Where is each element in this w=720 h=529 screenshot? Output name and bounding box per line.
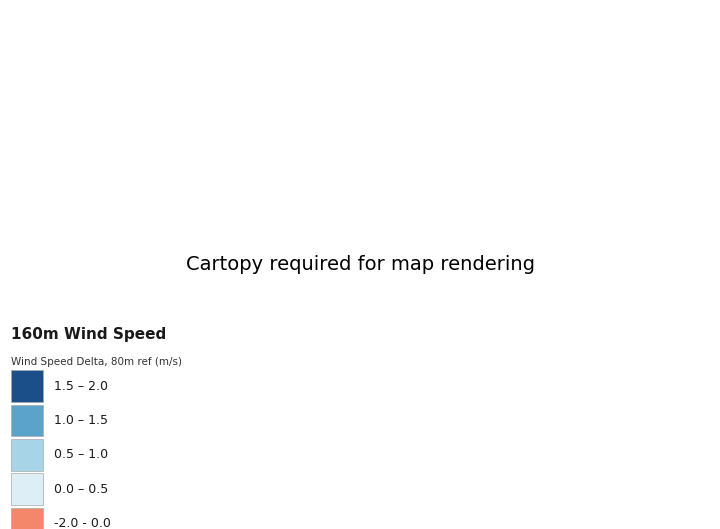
Text: Wind Speed Delta, 80m ref (m/s): Wind Speed Delta, 80m ref (m/s) (11, 357, 181, 367)
Text: 160m Wind Speed: 160m Wind Speed (11, 326, 166, 342)
Text: 0.0 – 0.5: 0.0 – 0.5 (54, 483, 108, 496)
Text: -2.0 - 0.0: -2.0 - 0.0 (54, 517, 111, 529)
Text: 0.5 – 1.0: 0.5 – 1.0 (54, 449, 108, 461)
Text: 1.0 – 1.5: 1.0 – 1.5 (54, 414, 108, 427)
Text: Cartopy required for map rendering: Cartopy required for map rendering (186, 255, 534, 274)
Text: 1.5 – 2.0: 1.5 – 2.0 (54, 380, 108, 393)
